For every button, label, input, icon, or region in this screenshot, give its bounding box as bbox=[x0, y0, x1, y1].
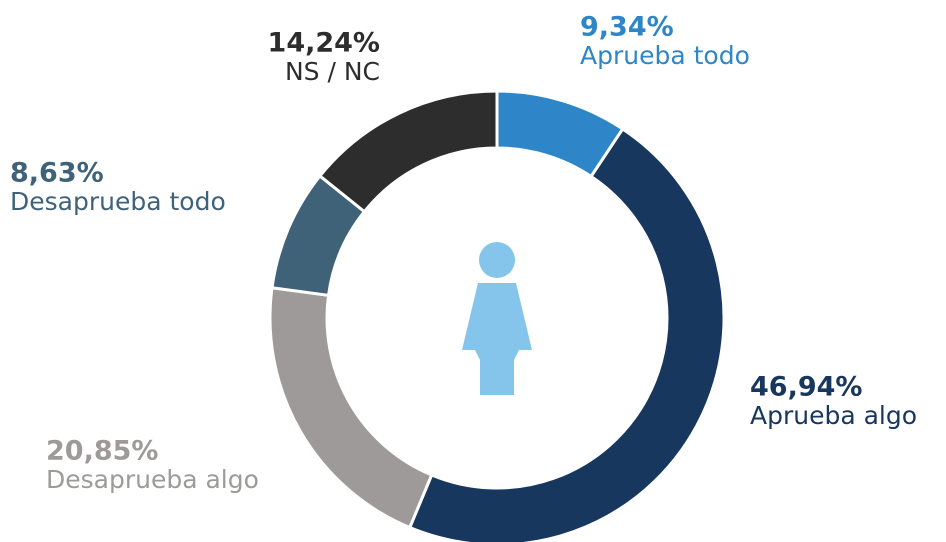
category-label: Desaprueba algo bbox=[46, 465, 259, 494]
donut-segment bbox=[268, 286, 434, 530]
person-icon bbox=[462, 242, 532, 395]
category-label: Aprueba todo bbox=[580, 41, 750, 70]
value-label: 9,34% bbox=[580, 12, 674, 43]
category-label: NS / NC bbox=[285, 57, 380, 86]
value-label: 8,63% bbox=[10, 158, 104, 189]
category-label: Desaprueba todo bbox=[10, 187, 226, 216]
donut-segment bbox=[407, 126, 726, 542]
value-label: 46,94% bbox=[750, 372, 862, 403]
donut-segment bbox=[317, 89, 499, 214]
value-label: 14,24% bbox=[268, 28, 380, 59]
value-label: 20,85% bbox=[46, 436, 158, 467]
category-label: Aprueba algo bbox=[750, 401, 917, 430]
